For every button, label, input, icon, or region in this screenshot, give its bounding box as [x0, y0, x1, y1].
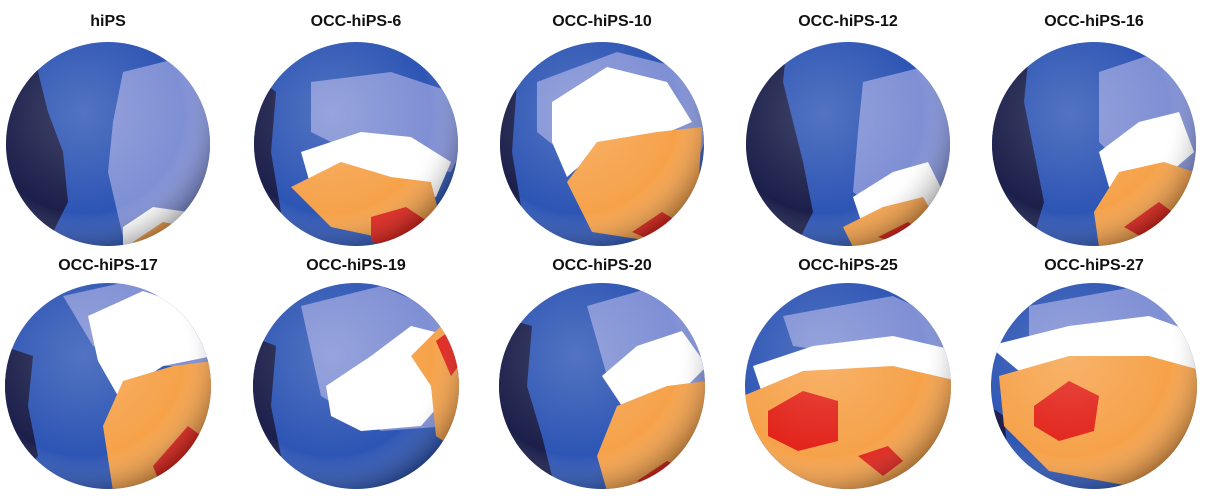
sphere-map: [499, 283, 705, 489]
panel-occ-hips-6: OCC-hiPS-6: [251, 12, 461, 252]
panel-occ-hips-10: OCC-hiPS-10: [497, 12, 707, 252]
panel-label: OCC-hiPS-20: [552, 257, 652, 274]
sphere-map: [254, 42, 458, 246]
panel-label: OCC-hiPS-25: [798, 257, 898, 274]
panel-label: OCC-hiPS-17: [58, 257, 158, 274]
panel-occ-hips-17: OCC-hiPS-17: [3, 256, 213, 496]
panel-label: hiPS: [90, 13, 126, 30]
sphere-map: [5, 283, 211, 489]
sphere-map: [992, 42, 1196, 246]
sphere-map: [500, 42, 704, 246]
sphere-map: [745, 283, 951, 489]
panel-occ-hips-19: OCC-hiPS-19: [251, 256, 461, 496]
panel-occ-hips-25: OCC-hiPS-25: [743, 256, 953, 496]
sphere-map: [746, 42, 950, 246]
panel-occ-hips-27: OCC-hiPS-27: [989, 256, 1199, 496]
panel-label: OCC-hiPS-10: [552, 13, 652, 30]
panel-occ-hips-12: OCC-hiPS-12: [743, 12, 953, 252]
sphere-map: [991, 283, 1197, 489]
panel-label: OCC-hiPS-16: [1044, 13, 1144, 30]
panel-label: OCC-hiPS-19: [306, 257, 406, 274]
panel-label: OCC-hiPS-12: [798, 13, 898, 30]
sphere-map: [6, 42, 210, 246]
panel-label: OCC-hiPS-27: [1044, 257, 1144, 274]
panel-occ-hips-20: OCC-hiPS-20: [497, 256, 707, 496]
panel-hips: hiPS: [3, 12, 213, 252]
sphere-map: [253, 283, 459, 489]
panel-occ-hips-16: OCC-hiPS-16: [989, 12, 1199, 252]
panel-label: OCC-hiPS-6: [310, 13, 402, 30]
